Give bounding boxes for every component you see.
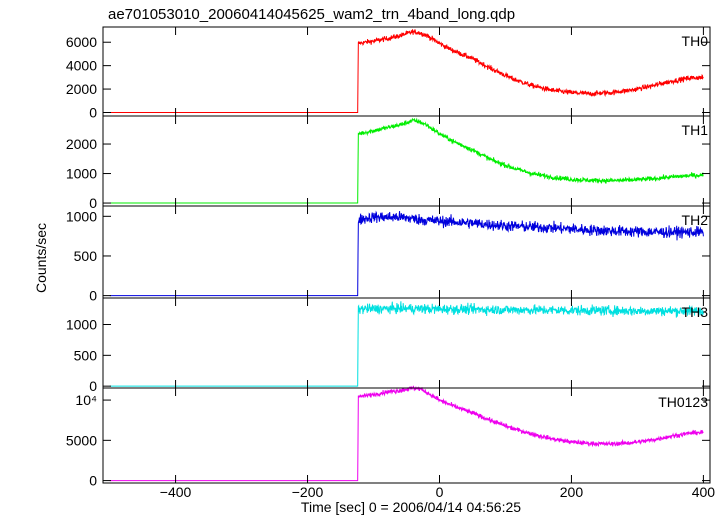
y-tick-label: 0 — [89, 195, 97, 211]
panel-frame — [102, 115, 711, 207]
y-tick-label: 5000 — [66, 432, 97, 448]
series-line-th2 — [109, 210, 704, 297]
x-axis-title: Time [sec] 0 = 2006/04/14 04:56:25 — [301, 499, 521, 515]
panel-label-th1: TH1 — [682, 122, 709, 138]
y-tick-label: 1000 — [66, 166, 97, 182]
panel-label-th0: TH0 — [682, 33, 709, 49]
y-tick-label: 2000 — [66, 136, 97, 152]
panel-th1: 0 1000 2000 TH1 — [66, 115, 711, 211]
panel-label-th0123: TH0123 — [658, 394, 708, 410]
y-axis-title: Counts/sec — [33, 223, 49, 293]
x-tick-label: 0 — [436, 484, 444, 500]
y-tick-label: 500 — [74, 347, 98, 363]
panel-frame — [102, 387, 711, 484]
panel-th0: 0 2000 4000 6000 TH0 — [66, 26, 711, 120]
series-line-th0 — [109, 28, 704, 113]
series-line-th0123 — [109, 385, 704, 482]
y-tick-label: 2000 — [66, 81, 97, 97]
y-tick-label: 10⁴ — [75, 392, 97, 408]
panel-label-th2: TH2 — [682, 212, 709, 228]
series-line-th3 — [109, 301, 704, 387]
y-tick-label: 0 — [89, 378, 97, 394]
y-tick-label: 0 — [89, 473, 97, 489]
y-tick-label: 1000 — [66, 317, 97, 333]
y-tick-label: 4000 — [66, 58, 97, 74]
x-tick-label: −400 — [160, 484, 192, 500]
x-tick-label: −200 — [292, 484, 324, 500]
panel-frame — [102, 26, 711, 117]
y-tick-label: 0 — [89, 288, 97, 304]
y-tick-label: 1000 — [66, 208, 97, 224]
series-line-th1 — [109, 117, 704, 204]
panel-th0123: 0 5000 10⁴ TH0123 — [66, 385, 711, 489]
panel-th2: 0 500 1000 TH2 — [66, 205, 711, 304]
y-tick-label: 6000 — [66, 34, 97, 50]
x-tick-label: 400 — [692, 484, 716, 500]
y-tick-label: 0 — [89, 104, 97, 120]
panel-th3: 0 500 1000 TH3 — [66, 297, 711, 394]
chart-title: ae701053010_20060414045625_wam2_trn_4ban… — [108, 6, 515, 23]
y-tick-label: 500 — [74, 248, 98, 264]
x-axis: −400 −200 0 200 400 — [160, 484, 715, 500]
panel-label-th3: TH3 — [682, 304, 709, 320]
x-tick-label: 200 — [560, 484, 584, 500]
